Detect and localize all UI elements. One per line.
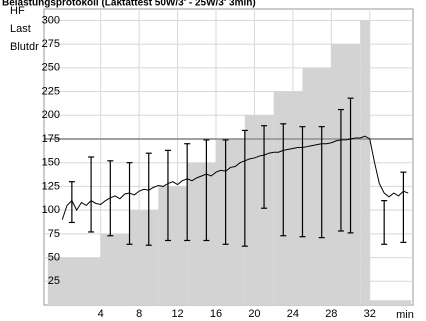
y-tick-label: 100 <box>42 204 60 216</box>
x-tick-label: 28 <box>325 308 337 320</box>
load-step <box>369 300 412 305</box>
y-axis-label: HF <box>10 5 25 17</box>
x-tick-label: 24 <box>287 308 299 320</box>
load-step <box>302 67 332 305</box>
load-step <box>216 138 245 305</box>
y-tick-label: 250 <box>42 62 60 74</box>
chart-title: Belastungsprotokoll (Laktattest 50W/3' -… <box>2 0 256 9</box>
y-axis-label: Last <box>10 23 31 35</box>
load-step <box>187 162 217 305</box>
y-tick-label: 75 <box>48 228 60 240</box>
load-step <box>244 115 274 305</box>
y-tick-label: 200 <box>42 109 60 121</box>
y-tick-label: 175 <box>42 133 60 145</box>
load-step <box>129 210 159 305</box>
load-step <box>331 44 361 305</box>
load-step <box>273 91 303 306</box>
y-tick-label: 25 <box>48 275 60 287</box>
y-tick-label: 150 <box>42 157 60 169</box>
y-tick-label: 125 <box>42 180 60 192</box>
x-tick-label: 20 <box>248 308 260 320</box>
load-step <box>100 233 130 305</box>
y-tick-label: 275 <box>42 38 60 50</box>
y-tick-label: 225 <box>42 85 60 97</box>
x-axis-label: min <box>396 309 414 321</box>
x-tick-label: 12 <box>171 308 183 320</box>
load-step <box>158 186 188 305</box>
y-tick-label: 300 <box>42 14 60 26</box>
y-axis-label: Blutdr <box>10 41 39 53</box>
load-step <box>360 20 370 306</box>
x-tick-label: 4 <box>98 308 104 320</box>
load-step <box>47 257 101 305</box>
x-tick-label: 8 <box>136 308 142 320</box>
x-tick-label: 32 <box>364 308 376 320</box>
x-tick-label: 16 <box>210 308 222 320</box>
y-tick-label: 50 <box>48 251 60 263</box>
